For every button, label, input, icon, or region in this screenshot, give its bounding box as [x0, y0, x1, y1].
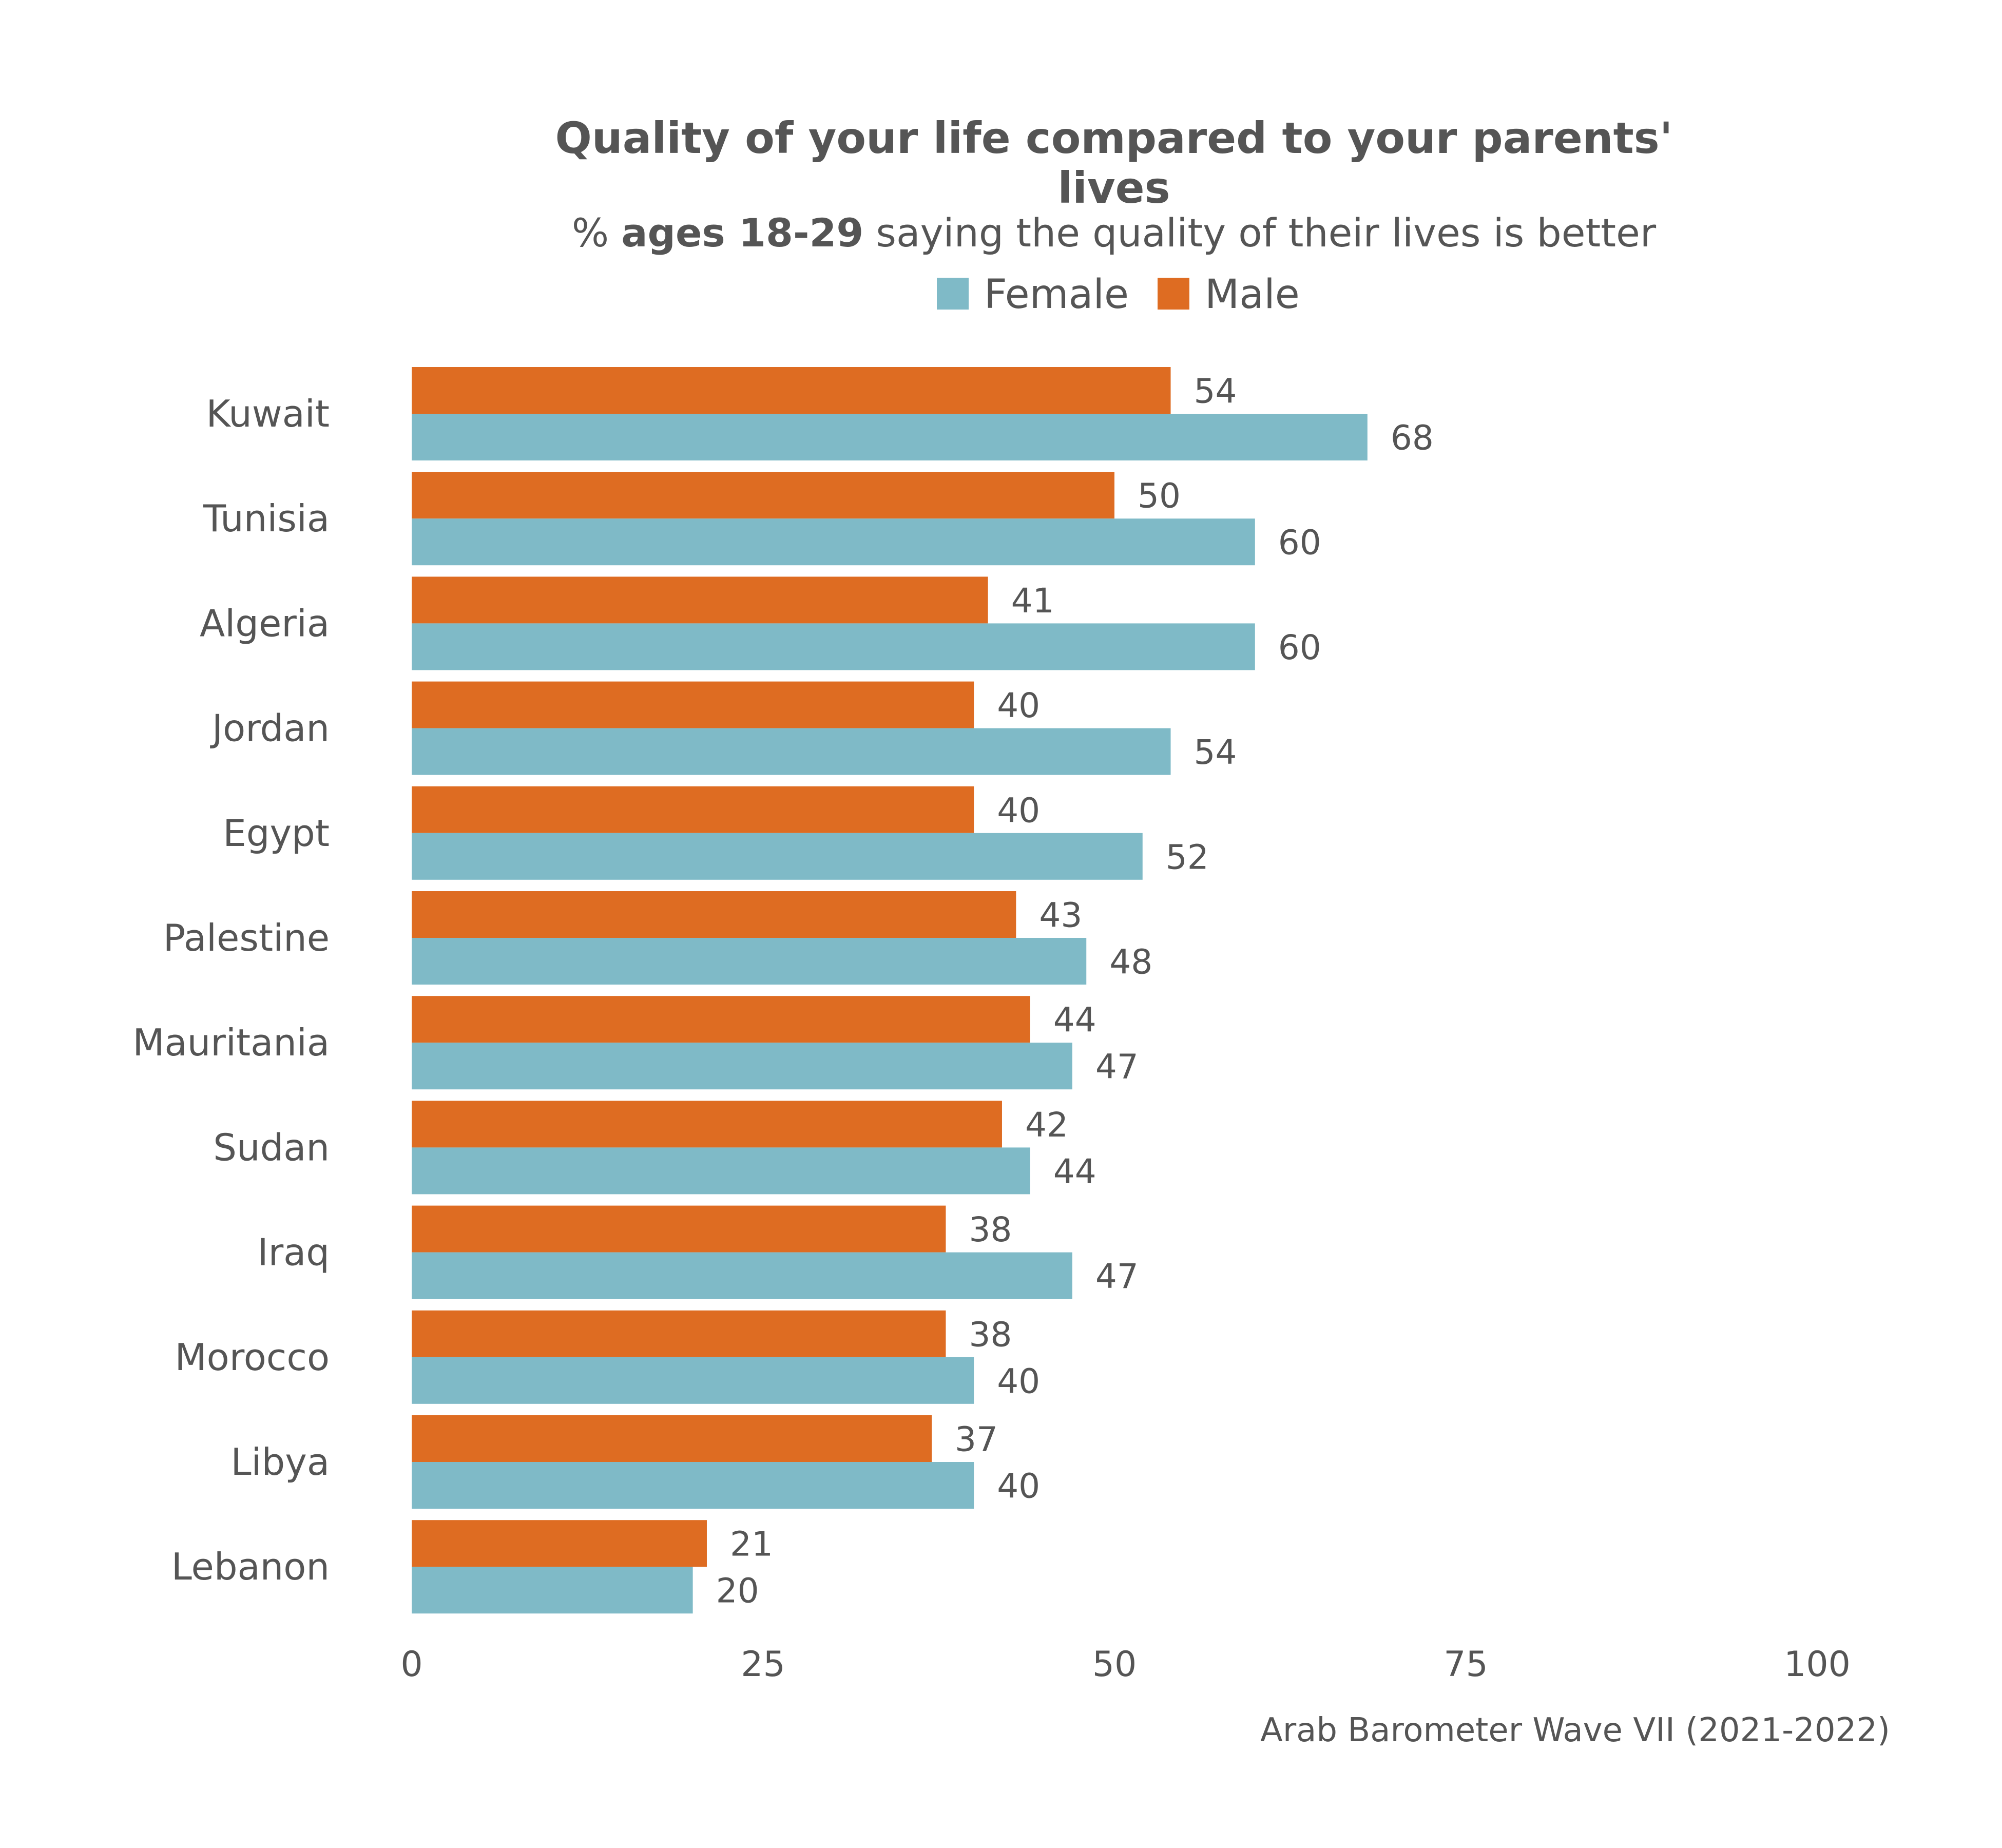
chart-subtitle: % ages 18-29 saying the quality of their… — [572, 210, 1657, 256]
subtitle-prefix: % — [572, 210, 621, 256]
bar-libya-female — [412, 1462, 974, 1509]
data-label-mauritania-female: 47 — [1095, 1047, 1139, 1087]
legend: Female Male — [937, 272, 1300, 318]
bar-mauritania-male — [412, 996, 1030, 1043]
chart-caption: Arab Barometer Wave VII (2021-2022) — [1260, 1711, 1890, 1749]
data-label-libya-female: 40 — [997, 1467, 1040, 1506]
data-label-morocco-male: 38 — [969, 1315, 1012, 1354]
data-label-iraq-female: 47 — [1095, 1257, 1139, 1296]
x-tick-label-75: 75 — [1443, 1644, 1488, 1685]
category-label-sudan: Sudan — [213, 1126, 330, 1169]
legend-swatch-female — [937, 278, 969, 310]
data-label-mauritania-male: 44 — [1053, 1000, 1096, 1040]
data-label-jordan-male: 40 — [997, 686, 1040, 725]
legend-label-male: Male — [1205, 272, 1300, 318]
bar-iraq-female — [412, 1252, 1072, 1299]
data-label-palestine-male: 43 — [1039, 896, 1082, 935]
category-label-kuwait: Kuwait — [206, 392, 330, 435]
chart-title-line-1: Quality of your life compared to your pa… — [555, 113, 1673, 163]
x-tick-label-100: 100 — [1784, 1644, 1851, 1685]
x-tick-label-50: 50 — [1092, 1644, 1137, 1685]
category-label-mauritania: Mauritania — [132, 1021, 330, 1064]
x-tick-label-0: 0 — [400, 1644, 422, 1685]
legend-label-female: Female — [984, 272, 1129, 318]
bar-jordan-female — [412, 728, 1171, 775]
data-label-egypt-male: 40 — [997, 791, 1040, 830]
data-label-lebanon-male: 21 — [730, 1525, 773, 1564]
bar-morocco-male — [412, 1310, 946, 1357]
bar-palestine-female — [412, 938, 1087, 985]
data-label-sudan-female: 44 — [1053, 1152, 1096, 1191]
bar-jordan-male — [412, 681, 974, 728]
category-label-libya: Libya — [230, 1440, 330, 1484]
bar-lebanon-female — [412, 1567, 693, 1614]
data-label-morocco-female: 40 — [997, 1361, 1040, 1401]
data-label-tunisia-female: 60 — [1278, 523, 1321, 563]
data-label-egypt-female: 52 — [1166, 837, 1209, 877]
bars — [412, 367, 1368, 1614]
category-label-palestine: Palestine — [163, 916, 330, 959]
data-label-tunisia-male: 50 — [1138, 476, 1181, 516]
subtitle-suffix: saying the quality of their lives is bet… — [863, 210, 1657, 256]
data-label-algeria-male: 41 — [1011, 581, 1054, 621]
bar-egypt-male — [412, 786, 974, 833]
bar-libya-male — [412, 1415, 932, 1462]
bar-algeria-male — [412, 576, 988, 624]
category-labels: Kuwait Tunisia Algeria Jordan Egypt Palestine… — [132, 392, 330, 1588]
category-label-jordan: Jordan — [210, 707, 330, 750]
data-label-jordan-female: 54 — [1194, 733, 1237, 772]
data-label-kuwait-male: 54 — [1194, 372, 1237, 411]
bar-tunisia-female — [412, 518, 1255, 566]
bar-iraq-male — [412, 1205, 946, 1253]
data-label-palestine-female: 48 — [1109, 942, 1152, 982]
category-label-lebanon: Lebanon — [171, 1545, 330, 1588]
data-label-iraq-male: 38 — [969, 1210, 1012, 1249]
bar-egypt-female — [412, 833, 1143, 880]
bar-kuwait-female — [412, 414, 1368, 460]
data-label-algeria-female: 60 — [1278, 628, 1321, 667]
bar-sudan-male — [412, 1101, 1002, 1148]
x-axis-ticks: 0 25 50 75 100 — [400, 1644, 1851, 1685]
bar-morocco-female — [412, 1357, 974, 1404]
bar-sudan-female — [412, 1147, 1030, 1195]
category-label-egypt: Egypt — [223, 812, 330, 855]
category-label-iraq: Iraq — [257, 1231, 330, 1274]
data-labels: 54 68 50 60 41 60 40 54 40 52 43 48 44 47 42 44 38 47 38 40… — [716, 372, 1434, 1611]
category-label-algeria: Algeria — [200, 602, 330, 645]
data-label-libya-male: 37 — [955, 1420, 998, 1459]
data-label-kuwait-female: 68 — [1391, 418, 1434, 458]
bar-palestine-male — [412, 891, 1016, 938]
chart-title-line-2: lives — [1057, 163, 1170, 213]
bar-kuwait-male — [412, 367, 1171, 414]
bar-lebanon-male — [412, 1520, 707, 1567]
bar-mauritania-female — [412, 1043, 1072, 1090]
bar-tunisia-male — [412, 472, 1114, 519]
category-label-tunisia: Tunisia — [203, 497, 330, 540]
legend-swatch-male — [1158, 278, 1189, 310]
category-label-morocco: Morocco — [175, 1336, 330, 1379]
data-label-lebanon-female: 20 — [716, 1571, 759, 1611]
data-label-sudan-male: 42 — [1025, 1105, 1068, 1145]
bar-algeria-female — [412, 623, 1255, 670]
x-tick-label-25: 25 — [741, 1644, 785, 1685]
subtitle-bold: ages 18-29 — [621, 210, 863, 256]
